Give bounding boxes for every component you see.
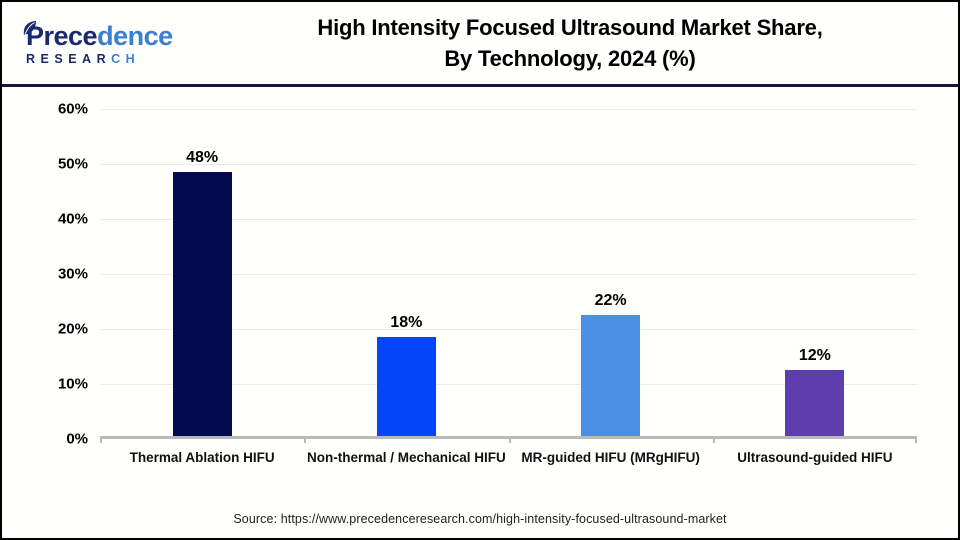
y-tick-label: 30% <box>57 265 88 283</box>
chart-title-line2: By Technology, 2024 (%) <box>444 46 696 71</box>
bar <box>785 370 845 436</box>
x-axis-tick <box>508 439 511 443</box>
x-tick-label: Ultrasound-guided HIFU <box>737 450 893 465</box>
chart-title: High Intensity Focused Ultrasound Market… <box>192 12 958 74</box>
x-axis-tick <box>712 439 715 443</box>
bar-slot: 22% <box>509 109 713 436</box>
x-axis-tick <box>915 439 917 443</box>
header: Precedence RESEARCH High Intensity Focus… <box>2 2 958 84</box>
y-axis-labels: 0% 10% 20% 30% 40% 50% 60% <box>2 101 88 448</box>
gridline <box>100 329 917 330</box>
bar-slot: 18% <box>304 109 508 436</box>
x-tick-label: Non-thermal / Mechanical HIFU <box>306 450 506 465</box>
gridline <box>100 274 917 275</box>
y-tick-label: 60% <box>57 100 88 118</box>
bar <box>581 315 641 436</box>
gridline <box>100 384 917 385</box>
chart-title-line1: High Intensity Focused Ultrasound Market… <box>317 14 823 40</box>
leaf-icon <box>23 20 36 35</box>
logo-brand-text: Precedence <box>26 20 173 51</box>
y-tick-label: 20% <box>57 320 88 338</box>
y-tick-label: 40% <box>57 210 88 228</box>
precedence-research-logo: Precedence RESEARCH <box>2 20 192 66</box>
y-tick-label: 0% <box>66 430 88 448</box>
logo-sub-text: RESEARCH <box>26 52 141 67</box>
x-tick-label: MR-guided HIFU (MRgHIFU) <box>521 450 700 465</box>
y-tick-label: 10% <box>57 375 88 393</box>
x-axis-tick <box>304 439 307 443</box>
gridline <box>100 219 917 220</box>
y-tick-label: 50% <box>57 155 88 173</box>
bar-slot: 48% <box>100 109 304 436</box>
bar-value-label: 22% <box>594 292 627 309</box>
gridline <box>100 164 917 165</box>
gridline <box>100 109 917 110</box>
bar-value-label: 48% <box>186 149 219 166</box>
plot-area: 48% 18% 22% 12% <box>100 109 917 443</box>
x-axis-tick <box>100 439 102 443</box>
x-axis-labels: Thermal Ablation HIFU Non-thermal / Mecha… <box>100 449 917 489</box>
bar <box>172 172 232 436</box>
bar-slot: 12% <box>713 109 917 436</box>
header-divider <box>2 84 958 87</box>
x-tick-label: Thermal Ablation HIFU <box>129 450 275 465</box>
bar-value-label: 12% <box>798 347 831 364</box>
source-line: Source: https://www.precedenceresearch.c… <box>233 512 727 526</box>
bar-value-label: 18% <box>390 314 423 331</box>
bar <box>376 337 436 436</box>
